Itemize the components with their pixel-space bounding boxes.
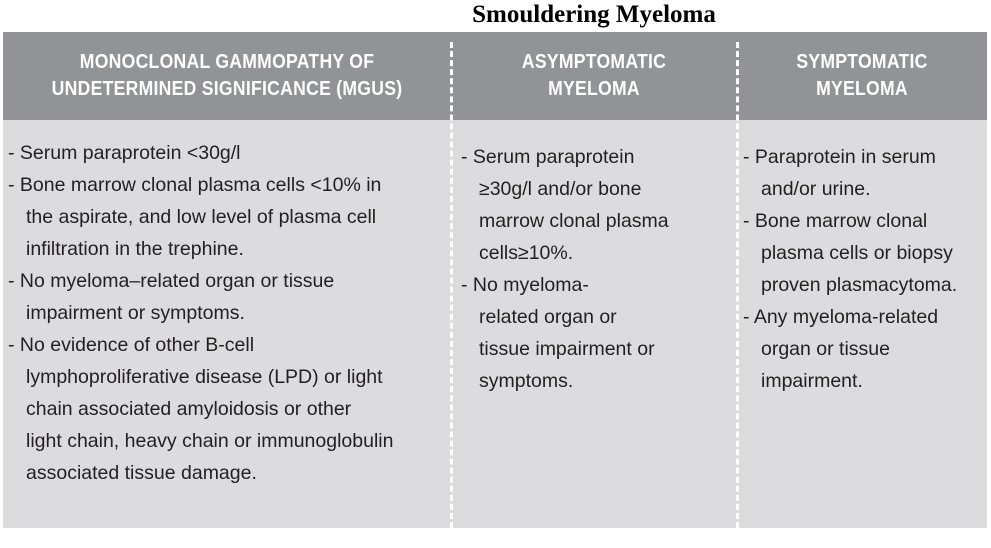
column-divider — [450, 42, 453, 528]
table-title: Smouldering Myeloma — [472, 1, 716, 28]
criteria-list: - Serum paraprotein ≥30g/l and/or bone m… — [461, 141, 669, 397]
list-item: - Serum paraprotein <30g/l — [8, 142, 241, 164]
column-header: SYMPTOMATIC MYELOMA — [796, 51, 928, 100]
list-item: - Bone marrow clonal plasma cells <10% i… — [8, 174, 382, 260]
list-item: - Paraprotein in serum and/or urine. — [743, 146, 936, 200]
column-symptomatic: SYMPTOMATIC MYELOMA - Paraprotein in ser… — [737, 32, 987, 528]
list-item: - Any myeloma-related organ or tissue im… — [743, 306, 939, 392]
column-header: ASYMPTOMATIC MYELOMA — [521, 51, 667, 100]
list-item: - Serum paraprotein ≥30g/l and/or bone m… — [461, 146, 669, 264]
column-asymptomatic: ASYMPTOMATIC MYELOMA - Serum paraprotein… — [451, 32, 737, 528]
list-item: - No evidence of other B-cell lymphoprol… — [8, 334, 394, 484]
column-mgus: MONOCLONAL GAMMOPATHY OF UNDETERMINED SI… — [3, 32, 451, 528]
header-row — [3, 32, 987, 120]
myeloma-classification-table: MONOCLONAL GAMMOPATHY OF UNDETERMINED SI… — [3, 32, 987, 528]
criteria-list: - Serum paraprotein <30g/l - Bone marrow… — [8, 137, 393, 489]
list-item: - No myeloma- related organ or tissue im… — [461, 274, 655, 392]
column-divider — [736, 42, 739, 528]
criteria-list: - Paraprotein in serum and/or urine. - B… — [743, 141, 957, 397]
column-header: MONOCLONAL GAMMOPATHY OF UNDETERMINED SI… — [51, 51, 403, 100]
list-item: - Bone marrow clonal plasma cells or bio… — [743, 210, 958, 296]
list-item: - No myeloma–related organ or tissue imp… — [8, 270, 335, 324]
